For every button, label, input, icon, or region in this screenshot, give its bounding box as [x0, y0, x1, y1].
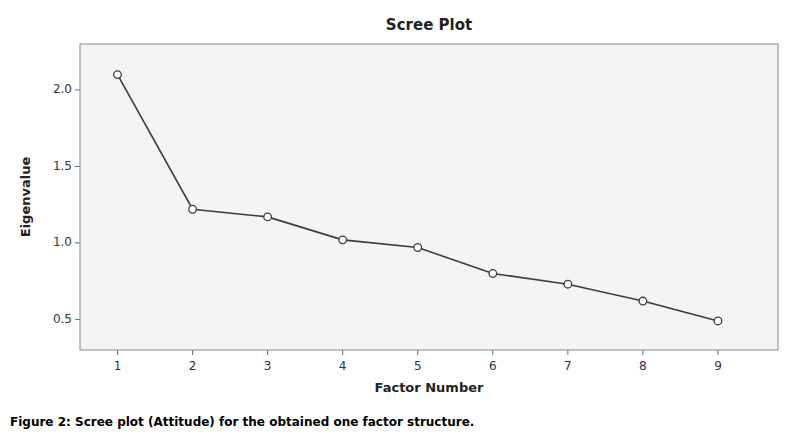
y-tick-label: 1.0: [53, 235, 72, 249]
y-tick-label: 2.0: [53, 82, 72, 96]
y-tick: [75, 242, 80, 243]
x-axis-label: Factor Number: [375, 380, 484, 395]
x-tick-label: 2: [189, 359, 197, 373]
y-tick: [75, 89, 80, 90]
y-tick-label: 1.5: [53, 159, 72, 173]
x-tick: [267, 350, 268, 355]
x-tick: [567, 350, 568, 355]
x-tick-label: 3: [264, 359, 272, 373]
point: [114, 71, 122, 79]
x-tick-label: 5: [414, 359, 422, 373]
x-tick-label: 1: [114, 359, 122, 373]
x-tick-label: 9: [714, 359, 722, 373]
x-tick: [717, 350, 718, 355]
series: [114, 71, 722, 325]
y-tick: [75, 166, 80, 167]
x-tick-label: 7: [564, 359, 572, 373]
y-tick: [75, 319, 80, 320]
x-tick-label: 8: [639, 359, 647, 373]
x-tick: [342, 350, 343, 355]
title: Scree Plot: [386, 16, 472, 34]
point: [639, 297, 647, 305]
y-axis-label: Eigenvalue: [18, 157, 33, 238]
chart: 0.5 1.0 1.5 2.0 1 2 3 4 5 6 7 8 9 Scree Plot Factor Nu…: [0, 0, 802, 440]
caption: Figure 2: Scree plot (Attitude) for the …: [10, 415, 474, 429]
point: [714, 317, 722, 325]
x-tick: [117, 350, 118, 355]
x-tick: [492, 350, 493, 355]
x-tick-label: 6: [489, 359, 497, 373]
point: [564, 280, 572, 288]
x-tick: [192, 350, 193, 355]
point: [264, 213, 272, 221]
plot-frame: [80, 44, 778, 350]
x-axis: 1 2 3 4 5 6 7 8 9: [114, 350, 722, 373]
chart-container: 0.5 1.0 1.5 2.0 1 2 3 4 5 6 7 8 9 Scree Plot Factor Nu…: [0, 0, 802, 440]
point: [339, 236, 347, 244]
y-tick-label: 0.5: [53, 312, 72, 326]
point: [189, 205, 197, 213]
x-tick-label: 4: [339, 359, 347, 373]
point: [489, 270, 497, 278]
line: [118, 75, 718, 321]
y-axis: 0.5 1.0 1.5 2.0: [53, 82, 80, 326]
x-tick: [642, 350, 643, 355]
x-tick: [417, 350, 418, 355]
point: [414, 244, 422, 252]
plot-area: [80, 44, 778, 350]
